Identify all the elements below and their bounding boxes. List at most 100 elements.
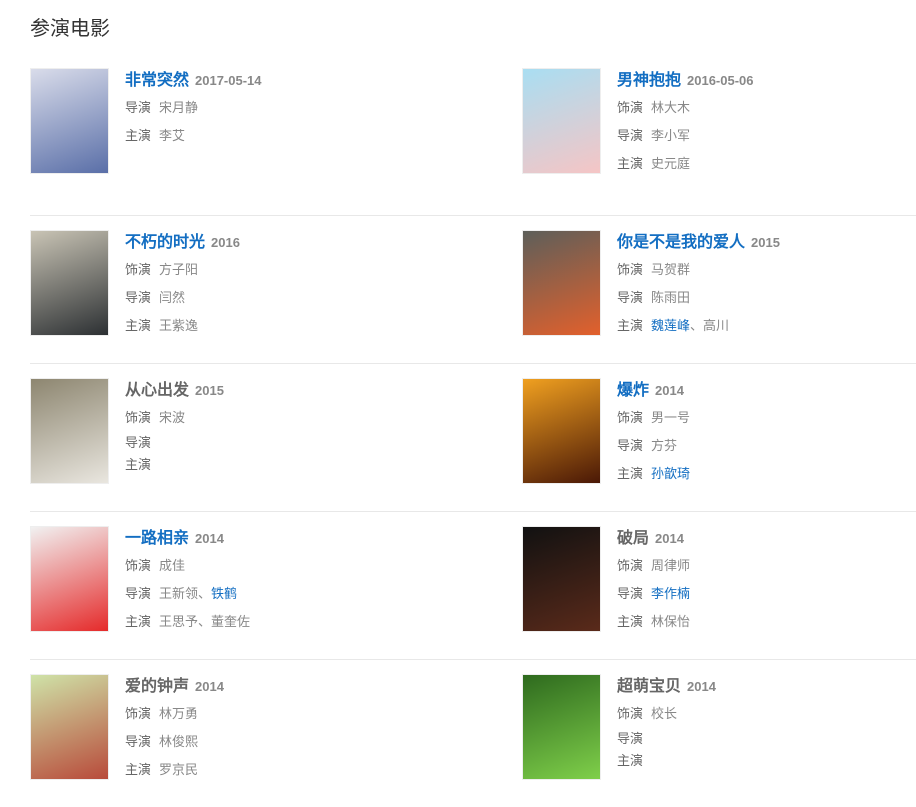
movie-info: 爱的钟声 2014 饰演 林万勇导演 林俊熙主演 罗京民	[125, 674, 224, 784]
movie-info: 爆炸 2014 饰演 男一号 导演 方芬 主演 孙歆琦	[617, 378, 690, 488]
person-name: 林大木	[651, 100, 691, 115]
person-name: 男一号	[651, 410, 691, 425]
movie-poster[interactable]	[30, 674, 109, 780]
movie-title: 从心出发 2015	[125, 378, 224, 404]
person-name: 周律师	[651, 558, 691, 573]
credit-label: 导演	[125, 734, 152, 749]
movie-item: 一路相亲 2014 饰演 成佳 导演 王新领、铁鹤 主演 王思予、董奎佐	[30, 526, 430, 636]
credit-label: 导演	[617, 128, 644, 143]
movie-title-text: 超萌宝贝	[617, 678, 682, 695]
credit-label: 主演	[617, 466, 644, 481]
credit-label: 饰演	[617, 100, 644, 115]
movie-poster[interactable]	[522, 378, 601, 484]
movie-poster[interactable]	[30, 526, 109, 632]
movie-poster[interactable]	[522, 526, 601, 632]
credit-label: 饰演	[125, 558, 152, 573]
person-link[interactable]: 孙歆琦	[651, 466, 691, 481]
movie-year: 2014	[655, 383, 684, 398]
credit-line: 导演 陈雨田	[617, 284, 780, 312]
movie-item: 破局 2014 饰演 周律师 导演 李作楠 主演 林保怡	[522, 526, 916, 636]
person-name: 林俊熙	[159, 734, 199, 749]
credit-line: 导演	[617, 728, 716, 750]
credit-line: 主演 魏莲峰、高川	[617, 312, 780, 340]
credit-label: 饰演	[125, 262, 152, 277]
movie-title-text[interactable]: 男神抱抱	[617, 72, 682, 89]
movie-title[interactable]: 不朽的时光 2016	[125, 230, 240, 256]
credit-line: 导演	[125, 432, 224, 454]
movie-title-text: 从心出发	[125, 382, 190, 399]
movie-info: 从心出发 2015 饰演 宋波 导演 主演	[125, 378, 224, 476]
movie-title-text[interactable]: 爆炸	[617, 382, 650, 399]
movie-title-text[interactable]: 一路相亲	[125, 530, 190, 547]
movie-item: 不朽的时光 2016 饰演 方子阳 导演 闫然 主演 王紫逸	[30, 230, 430, 340]
credit-line: 主演 李艾	[125, 122, 262, 150]
person-link[interactable]: 李作楠	[651, 586, 691, 601]
movie-item: 超萌宝贝 2014 饰演 校长 导演 主演	[522, 674, 916, 784]
movie-poster[interactable]	[522, 68, 601, 174]
person-name: 成佳	[159, 558, 186, 573]
movie-year: 2014	[195, 679, 224, 694]
person-name: 陈雨田	[651, 290, 691, 305]
movie-year: 2014	[195, 531, 224, 546]
separator: 、	[690, 318, 704, 333]
person-name: 王新领	[159, 586, 199, 601]
movie-info: 不朽的时光 2016 饰演 方子阳 导演 闫然 主演 王紫逸	[125, 230, 240, 340]
credit-line: 导演 李作楠	[617, 580, 690, 608]
movie-poster[interactable]	[522, 674, 601, 780]
credit-label: 饰演	[617, 706, 644, 721]
credit-line: 导演 王新领、铁鹤	[125, 580, 250, 608]
movie-year: 2015	[751, 235, 780, 250]
movie-poster[interactable]	[30, 378, 109, 484]
movie-title-text: 爱的钟声	[125, 678, 190, 695]
movie-info: 一路相亲 2014 饰演 成佳 导演 王新领、铁鹤 主演 王思予、董奎佐	[125, 526, 250, 636]
person-link[interactable]: 魏莲峰	[651, 318, 691, 333]
credit-label: 饰演	[125, 706, 152, 721]
credit-label: 主演	[125, 128, 152, 143]
credit-line: 主演 王思予、董奎佐	[125, 608, 250, 636]
credit-label: 导演	[617, 290, 644, 305]
movie-item: 从心出发 2015 饰演 宋波 导演 主演	[30, 378, 430, 488]
movie-title-text[interactable]: 你是不是我的爱人	[617, 234, 746, 251]
person-name: 高川	[703, 318, 730, 333]
section-title: 参演电影	[30, 18, 110, 40]
credit-label: 主演	[617, 318, 644, 333]
movie-title[interactable]: 爆炸 2014	[617, 378, 690, 404]
movie-title[interactable]: 非常突然 2017-05-14	[125, 68, 262, 94]
movie-row: 非常突然 2017-05-14 导演 宋月静 主演 李艾 男神抱抱 2016-05-06 饰演林…	[30, 68, 916, 215]
separator: 、	[198, 586, 212, 601]
person-name: 林保怡	[651, 614, 691, 629]
movie-title-text[interactable]: 不朽的时光	[125, 234, 206, 251]
movie-row: 爱的钟声 2014 饰演 林万勇 导演 林俊熙 主演 罗京民 超萌宝贝 2014 饰演 校长 导演 主演	[30, 659, 916, 807]
credit-line: 饰演 男一号	[617, 404, 690, 432]
person-name: 方子阳	[159, 262, 199, 277]
movie-title[interactable]: 一路相亲 2014	[125, 526, 250, 552]
movie-title-text[interactable]: 非常突然	[125, 72, 190, 89]
person-name: 方芬	[651, 438, 678, 453]
credit-line: 导演 李小军	[617, 122, 754, 150]
movie-poster[interactable]	[30, 68, 109, 174]
movie-info: 非常突然 2017-05-14 导演 宋月静 主演 李艾	[125, 68, 262, 150]
movie-title[interactable]: 你是不是我的爱人 2015	[617, 230, 780, 256]
movie-year: 2016-05-06	[687, 73, 754, 88]
person-name: 校长	[651, 706, 678, 721]
movie-row: 一路相亲 2014 饰演 成佳 导演 王新领、铁鹤 主演 王思予、董奎佐 破局 2014 饰演 周律师…	[30, 511, 916, 659]
movie-year: 2014	[687, 679, 716, 694]
movie-poster[interactable]	[522, 230, 601, 336]
person-name: 王思予	[159, 614, 199, 629]
credit-line: 饰演 成佳	[125, 552, 250, 580]
credit-line: 主演 罗京民	[125, 756, 224, 784]
movie-title[interactable]: 男神抱抱 2016-05-06	[617, 68, 754, 94]
credit-line: 饰演 林万勇	[125, 700, 224, 728]
credit-label: 饰演	[125, 410, 152, 425]
movie-info: 破局 2014 饰演 周律师 导演 李作楠 主演 林保怡	[617, 526, 690, 636]
credit-label: 导演	[125, 435, 152, 450]
movie-poster[interactable]	[30, 230, 109, 336]
credit-line: 饰演 周律师	[617, 552, 690, 580]
credit-line: 饰演 方子阳	[125, 256, 240, 284]
movie-row: 从心出发 2015 饰演 宋波 导演 主演 爆炸 2014 饰演 男一号 导演 方芬 主演 孙歆琦	[30, 363, 916, 511]
credit-line: 饰演 林大木	[617, 94, 754, 122]
credit-line: 主演 孙歆琦	[617, 460, 690, 488]
person-name: 史元庭	[651, 156, 691, 171]
person-link[interactable]: 铁鹤	[211, 586, 238, 601]
movie-year: 2017-05-14	[195, 73, 262, 88]
